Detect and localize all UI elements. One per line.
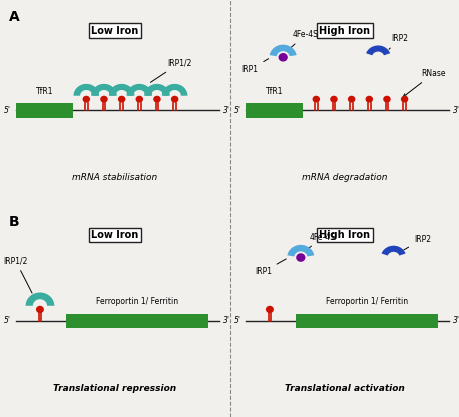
Text: 4Fe-4S: 4Fe-4S <box>306 233 335 250</box>
Polygon shape <box>126 84 152 96</box>
Circle shape <box>36 306 44 313</box>
Polygon shape <box>91 84 117 96</box>
Text: High Iron: High Iron <box>319 26 369 36</box>
Text: 5': 5' <box>234 317 241 325</box>
Text: Ferroportin 1/ Ferritin: Ferroportin 1/ Ferritin <box>325 297 407 306</box>
Text: Translational repression: Translational repression <box>53 384 176 393</box>
Circle shape <box>278 53 287 62</box>
Text: IRP1/2: IRP1/2 <box>150 59 191 82</box>
Text: Low Iron: Low Iron <box>91 26 138 36</box>
Text: TfR1: TfR1 <box>265 87 282 96</box>
Text: High Iron: High Iron <box>319 230 369 240</box>
Polygon shape <box>381 246 405 256</box>
Text: 5': 5' <box>234 106 241 115</box>
Circle shape <box>347 96 355 103</box>
Text: IRP2: IRP2 <box>388 35 408 49</box>
Circle shape <box>382 96 390 103</box>
Polygon shape <box>73 84 99 96</box>
Circle shape <box>100 96 107 103</box>
Circle shape <box>118 96 125 103</box>
Polygon shape <box>144 84 169 96</box>
Circle shape <box>153 96 160 103</box>
Circle shape <box>135 96 143 103</box>
Bar <box>66 314 207 328</box>
Text: 3': 3' <box>452 106 459 115</box>
Circle shape <box>296 253 305 262</box>
Text: 5': 5' <box>4 317 11 325</box>
Text: mRNA stabilisation: mRNA stabilisation <box>72 173 157 182</box>
Text: 3': 3' <box>452 317 459 325</box>
Bar <box>16 103 73 118</box>
Text: Low Iron: Low Iron <box>91 230 138 240</box>
Text: 5': 5' <box>4 106 11 115</box>
Text: Translational activation: Translational activation <box>285 384 404 393</box>
Text: RNase: RNase <box>403 69 445 97</box>
Circle shape <box>82 96 90 103</box>
Bar <box>245 103 302 118</box>
Text: IRP1: IRP1 <box>254 259 285 276</box>
Text: Ferroportin 1/ Ferritin: Ferroportin 1/ Ferritin <box>96 297 178 306</box>
Text: 3': 3' <box>223 106 230 115</box>
Text: 3': 3' <box>223 317 230 325</box>
Text: B: B <box>9 215 20 229</box>
Polygon shape <box>365 45 389 55</box>
Circle shape <box>312 96 319 103</box>
Polygon shape <box>109 84 134 96</box>
Circle shape <box>400 96 408 103</box>
Bar <box>296 314 437 328</box>
Circle shape <box>265 306 273 313</box>
Circle shape <box>330 96 337 103</box>
Circle shape <box>365 96 372 103</box>
Text: IRP1/2: IRP1/2 <box>4 256 32 293</box>
Text: TfR1: TfR1 <box>35 87 53 96</box>
Text: A: A <box>9 10 20 24</box>
Text: mRNA degradation: mRNA degradation <box>302 173 387 182</box>
Circle shape <box>170 96 178 103</box>
Polygon shape <box>162 84 187 96</box>
Text: 4Fe-4S: 4Fe-4S <box>288 30 318 50</box>
Text: IRP1: IRP1 <box>241 59 268 74</box>
Polygon shape <box>26 292 54 306</box>
Polygon shape <box>287 245 313 256</box>
Polygon shape <box>269 45 296 56</box>
Text: IRP2: IRP2 <box>403 235 430 250</box>
